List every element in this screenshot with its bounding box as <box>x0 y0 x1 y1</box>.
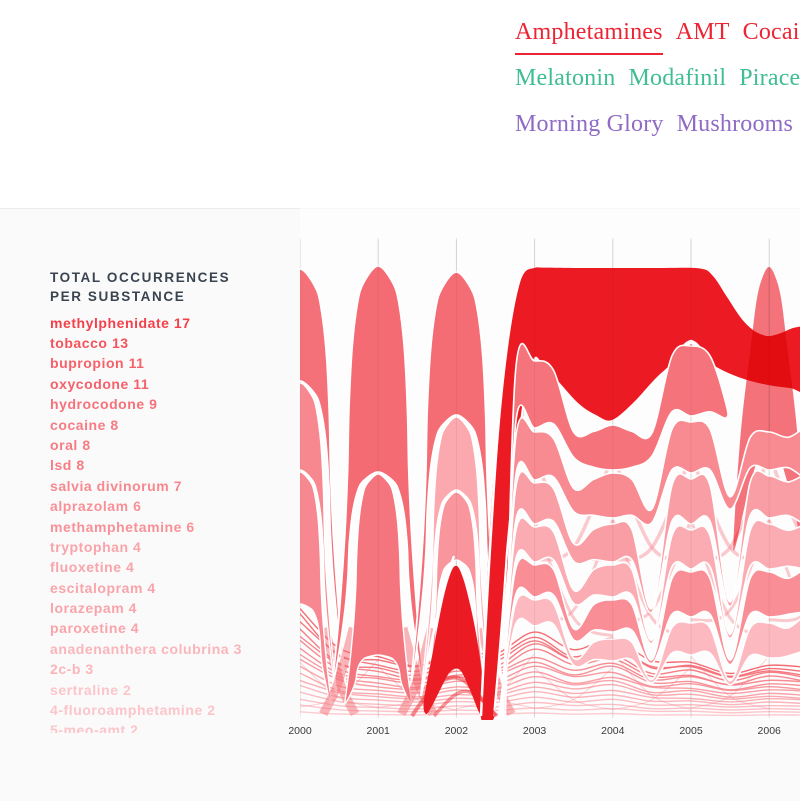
svg-text:2002: 2002 <box>445 725 469 737</box>
svg-text:2000: 2000 <box>288 725 312 737</box>
svg-text:2006: 2006 <box>758 725 782 737</box>
svg-text:2003: 2003 <box>523 725 547 737</box>
svg-text:2004: 2004 <box>601 725 625 737</box>
svg-text:2005: 2005 <box>679 725 703 737</box>
svg-text:2001: 2001 <box>367 725 391 737</box>
